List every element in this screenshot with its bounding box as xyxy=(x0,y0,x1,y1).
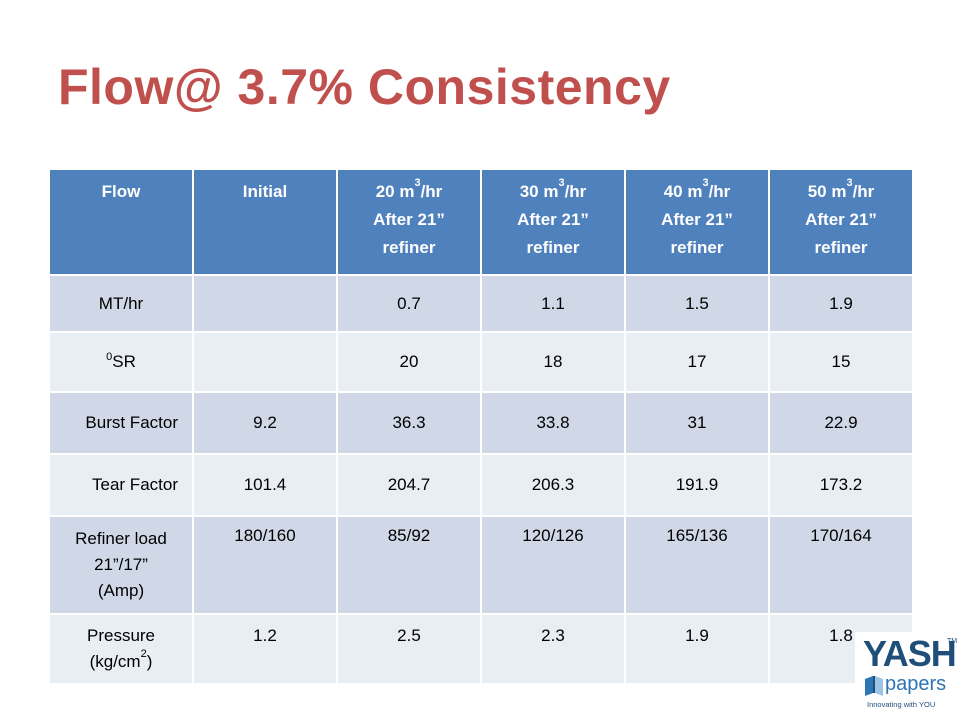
table-row: Pressure (kg/cm2) 1.2 2.5 2.3 1.9 1.8 xyxy=(48,613,914,685)
row-label: Refiner load 21”/17” (Amp) xyxy=(48,515,194,615)
table-cell: 17 xyxy=(624,331,770,393)
table-cell: 120/126 xyxy=(480,515,626,615)
table-cell: 191.9 xyxy=(624,453,770,517)
row-label: Burst Factor xyxy=(48,391,194,455)
row-label: 0SR xyxy=(48,331,194,393)
table-cell: 206.3 xyxy=(480,453,626,517)
table-cell: 2.3 xyxy=(480,613,626,685)
row-label: Tear Factor xyxy=(48,453,194,517)
table-header-row: Flow Initial 20 m3/hr After 21” refiner 3… xyxy=(48,168,914,276)
table-row: Refiner load 21”/17” (Amp) 180/160 85/92… xyxy=(48,515,914,615)
data-table: Flow Initial 20 m3/hr After 21” refiner 3… xyxy=(48,168,914,685)
table-cell: 165/136 xyxy=(624,515,770,615)
table-cell: 1.9 xyxy=(624,613,770,685)
table-cell: 1.2 xyxy=(192,613,338,685)
header-30: 30 m3/hr After 21” refiner xyxy=(480,168,626,276)
header-flow: Flow xyxy=(48,168,194,276)
logo-tagline: Innovating with YOU xyxy=(867,700,936,709)
table-cell: 33.8 xyxy=(480,391,626,455)
header-50: 50 m3/hr After 21” refiner xyxy=(768,168,914,276)
table-cell: 15 xyxy=(768,331,914,393)
table-cell: 0.7 xyxy=(336,274,482,333)
logo-wordmark: YASH xyxy=(863,633,957,674)
table-cell: 170/164 xyxy=(768,515,914,615)
table-cell: 36.3 xyxy=(336,391,482,455)
table-cell xyxy=(192,331,338,393)
row-label: Pressure (kg/cm2) xyxy=(48,613,194,685)
table-cell: 2.5 xyxy=(336,613,482,685)
header-40: 40 m3/hr After 21” refiner xyxy=(624,168,770,276)
table-cell: 22.9 xyxy=(768,391,914,455)
table-cell: 173.2 xyxy=(768,453,914,517)
table-row: Tear Factor 101.4 204.7 206.3 191.9 173.… xyxy=(48,453,914,517)
table-cell xyxy=(192,274,338,333)
table-cell: 204.7 xyxy=(336,453,482,517)
table-cell: 31 xyxy=(624,391,770,455)
yash-papers-logo: YASH TM papers Innovating with YOU xyxy=(855,632,958,717)
table-cell: 18 xyxy=(480,331,626,393)
table-cell: 101.4 xyxy=(192,453,338,517)
header-20: 20 m3/hr After 21” refiner xyxy=(336,168,482,276)
table-cell: 85/92 xyxy=(336,515,482,615)
header-initial: Initial xyxy=(192,168,338,276)
table-cell: 1.9 xyxy=(768,274,914,333)
table-row: Burst Factor 9.2 36.3 33.8 31 22.9 xyxy=(48,391,914,455)
table-cell: 180/160 xyxy=(192,515,338,615)
row-label: MT/hr xyxy=(48,274,194,333)
table-row: MT/hr 0.7 1.1 1.5 1.9 xyxy=(48,274,914,333)
table-cell: 1.5 xyxy=(624,274,770,333)
logo-trademark: TM xyxy=(947,638,958,645)
slide-title: Flow@ 3.7% Consistency xyxy=(58,59,671,115)
table-cell: 20 xyxy=(336,331,482,393)
logo-subtext: papers xyxy=(885,673,947,695)
book-icon xyxy=(865,676,883,696)
table-cell: 1.1 xyxy=(480,274,626,333)
table-row: 0SR 20 18 17 15 xyxy=(48,331,914,393)
table-cell: 9.2 xyxy=(192,391,338,455)
